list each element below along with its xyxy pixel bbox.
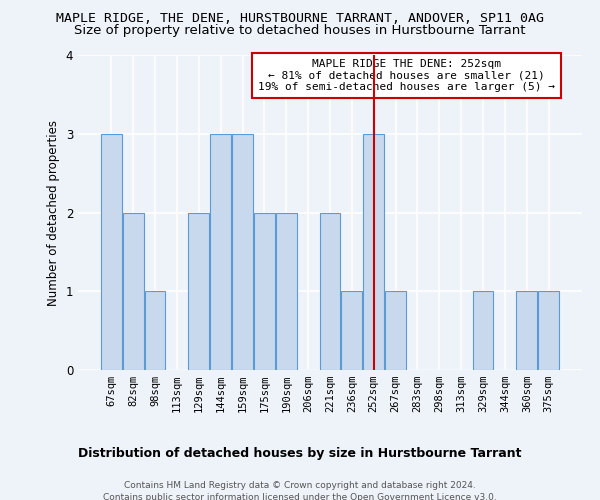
Text: MAPLE RIDGE, THE DENE, HURSTBOURNE TARRANT, ANDOVER, SP11 0AG: MAPLE RIDGE, THE DENE, HURSTBOURNE TARRA… xyxy=(56,12,544,26)
Bar xyxy=(341,291,362,370)
Bar xyxy=(123,212,143,370)
Text: Contains HM Land Registry data © Crown copyright and database right 2024.
Contai: Contains HM Land Registry data © Crown c… xyxy=(103,481,497,500)
Text: MAPLE RIDGE THE DENE: 252sqm
← 81% of detached houses are smaller (21)
19% of se: MAPLE RIDGE THE DENE: 252sqm ← 81% of de… xyxy=(258,59,555,92)
Bar xyxy=(188,212,209,370)
Bar xyxy=(538,291,559,370)
Bar xyxy=(320,212,340,370)
Bar xyxy=(254,212,275,370)
Bar xyxy=(276,212,296,370)
Bar xyxy=(210,134,231,370)
Bar xyxy=(145,291,166,370)
Bar xyxy=(364,134,384,370)
Text: Size of property relative to detached houses in Hurstbourne Tarrant: Size of property relative to detached ho… xyxy=(74,24,526,37)
Bar xyxy=(385,291,406,370)
Bar xyxy=(517,291,537,370)
Bar xyxy=(232,134,253,370)
Bar xyxy=(473,291,493,370)
Y-axis label: Number of detached properties: Number of detached properties xyxy=(47,120,60,306)
Bar xyxy=(101,134,122,370)
Text: Distribution of detached houses by size in Hurstbourne Tarrant: Distribution of detached houses by size … xyxy=(78,448,522,460)
